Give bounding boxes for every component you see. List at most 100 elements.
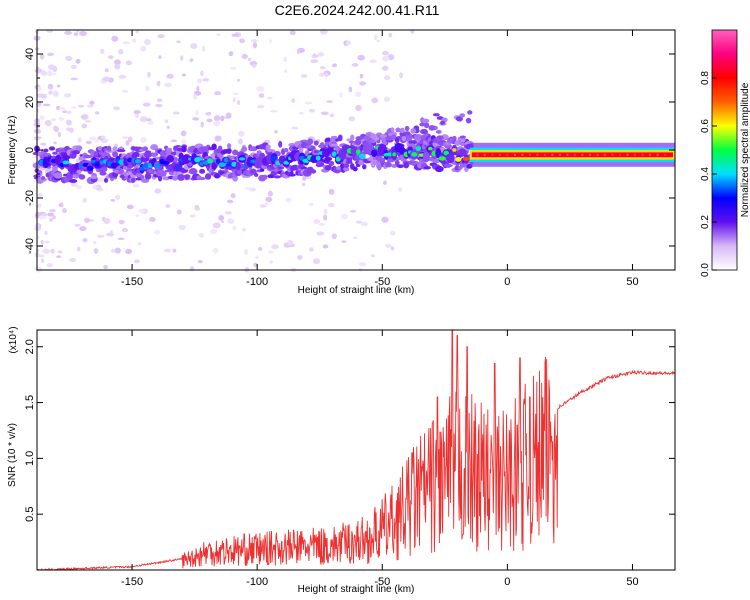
- noise-speckle: [114, 247, 121, 254]
- tone-peak-dot: [611, 153, 614, 156]
- noise-speckle: [95, 138, 99, 144]
- noise-speckle: [313, 219, 321, 224]
- spectral-cell: [218, 162, 226, 168]
- noise-speckle: [39, 53, 45, 60]
- tone-peak-dot: [626, 153, 629, 156]
- noise-speckle: [65, 55, 73, 61]
- spectral-cell: [298, 146, 304, 154]
- spectral-cell: [262, 174, 268, 180]
- noise-speckle: [212, 222, 221, 229]
- spectral-cell: [223, 157, 229, 163]
- noise-speckle: [232, 225, 237, 231]
- noise-speckle: [384, 75, 391, 81]
- noise-speckle: [265, 196, 273, 202]
- spectral-cell: [175, 165, 181, 170]
- noise-speckle: [341, 213, 348, 220]
- spectral-cell: [198, 177, 206, 181]
- noise-speckle: [181, 139, 187, 144]
- spectral-cell: [358, 161, 365, 166]
- noise-speckle: [97, 234, 105, 238]
- noise-speckle: [328, 202, 335, 208]
- noise-speckle: [135, 214, 140, 217]
- noise-speckle: [40, 239, 44, 245]
- noise-speckle: [252, 42, 258, 49]
- noise-speckle: [133, 259, 140, 264]
- colorbar-ticks: 0.0 0.2 0.4 0.6 0.8: [700, 71, 717, 277]
- noise-speckle: [107, 55, 114, 60]
- noise-speckle: [300, 74, 308, 78]
- noise-speckle: [94, 111, 100, 115]
- noise-speckle: [39, 115, 45, 120]
- noise-speckle: [238, 130, 245, 137]
- spectral-cell: [432, 113, 440, 117]
- snr-series-line: [37, 330, 675, 570]
- noise-speckle: [103, 265, 109, 270]
- spectral-cell: [415, 145, 422, 151]
- spectral-cell: [459, 135, 466, 139]
- noise-speckle: [158, 55, 162, 59]
- noise-speckle: [331, 233, 338, 240]
- noise-speckle: [291, 126, 299, 130]
- noise-speckle: [48, 90, 53, 95]
- noise-speckle: [287, 239, 294, 246]
- noise-speckle: [359, 81, 366, 86]
- noise-speckle: [95, 184, 102, 191]
- spectral-cell: [399, 127, 405, 134]
- spectral-cell: [328, 160, 335, 167]
- noise-speckle: [244, 187, 252, 190]
- noise-speckle: [170, 139, 178, 143]
- spectral-cell: [432, 158, 441, 164]
- noise-speckle: [210, 228, 218, 235]
- noise-speckle: [42, 212, 48, 217]
- spectrogram-frame: [36, 29, 676, 271]
- colorbar: 0.0 0.2 0.4 0.6 0.8 Normalized spectral ampl…: [700, 29, 750, 277]
- noise-speckle: [230, 193, 236, 199]
- noise-speckle: [348, 86, 353, 93]
- spectral-cell: [352, 166, 358, 172]
- noise-speckle: [37, 192, 43, 198]
- noise-speckle: [118, 74, 127, 79]
- spectral-cell: [421, 118, 430, 123]
- spectral-cell: [218, 145, 223, 151]
- noise-speckle: [317, 52, 325, 57]
- noise-speckle: [289, 30, 296, 36]
- noise-speckle: [70, 64, 77, 69]
- colorbar-tick-label: 0.4: [700, 167, 711, 181]
- spectral-cell: [345, 160, 353, 164]
- spectral-cell: [446, 137, 454, 143]
- spectral-cell: [231, 149, 239, 156]
- noise-speckle: [46, 263, 53, 268]
- noise-speckle: [50, 118, 57, 122]
- noise-speckle: [301, 182, 306, 187]
- spectral-cell: [313, 140, 319, 146]
- spectral-cell: [371, 149, 378, 157]
- noise-speckle: [319, 66, 326, 70]
- noise-speckle: [38, 215, 47, 220]
- noise-speckle: [101, 135, 106, 140]
- noise-speckle: [77, 137, 82, 143]
- colorbar-label: Normalized spectral amplitude: [740, 82, 750, 217]
- spectral-cell: [310, 169, 317, 174]
- noise-speckle: [62, 208, 67, 214]
- noise-speckle: [267, 96, 273, 100]
- x-tick-label: -50: [374, 276, 390, 288]
- y-tick-label: 0: [24, 147, 36, 153]
- spectral-cell: [223, 169, 229, 174]
- noise-speckle: [84, 119, 92, 123]
- noise-speckle: [76, 185, 82, 190]
- spectral-cell: [75, 145, 83, 151]
- noise-speckle: [296, 48, 300, 55]
- tone-peak-dot: [581, 153, 584, 156]
- x-tick-label: -150: [121, 276, 143, 288]
- spectral-cell: [52, 151, 58, 155]
- y-tick-label: 0.5: [24, 507, 36, 522]
- noise-speckle: [399, 72, 404, 79]
- noise-speckle: [52, 215, 56, 220]
- noise-speckle: [267, 250, 274, 254]
- noise-speckle: [46, 52, 55, 57]
- noise-speckle: [381, 216, 389, 223]
- noise-speckle: [190, 43, 198, 50]
- colorbar-tick-label: 0.0: [700, 263, 711, 277]
- noise-speckle: [228, 51, 234, 56]
- spectral-cell: [166, 147, 173, 151]
